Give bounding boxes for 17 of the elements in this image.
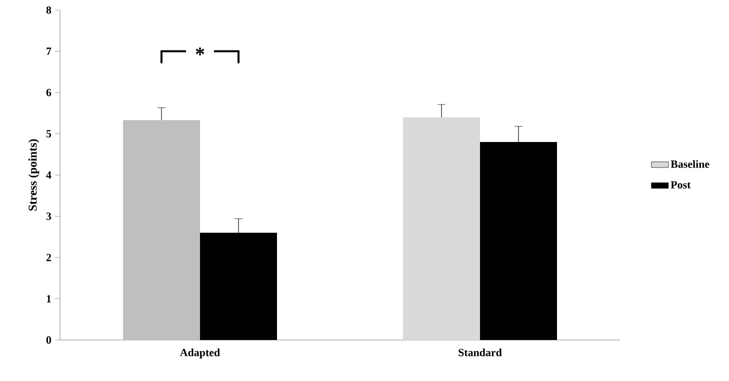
y-tick-label: 5 (46, 130, 52, 138)
y-tick-label: 4 (46, 171, 52, 179)
y-tick-label: 3 (46, 212, 52, 220)
y-tick-label: 7 (46, 48, 52, 55)
y-tick-label: 2 (46, 254, 51, 262)
x-tick-label: Standard (458, 348, 502, 356)
legend-label: Post (670, 181, 691, 188)
y-tick-label: 0 (46, 336, 52, 344)
y-tick-label: 6 (46, 88, 52, 96)
y-tick-label: 8 (46, 6, 52, 14)
bar (403, 117, 480, 340)
bar (123, 120, 200, 340)
annotation: * (196, 48, 204, 56)
y-tick-label: 1 (46, 295, 51, 302)
legend-label: Baseline (670, 160, 710, 168)
x-tick-label: Adapted (180, 348, 220, 358)
y-axis-title: Stress (points) (28, 139, 40, 211)
